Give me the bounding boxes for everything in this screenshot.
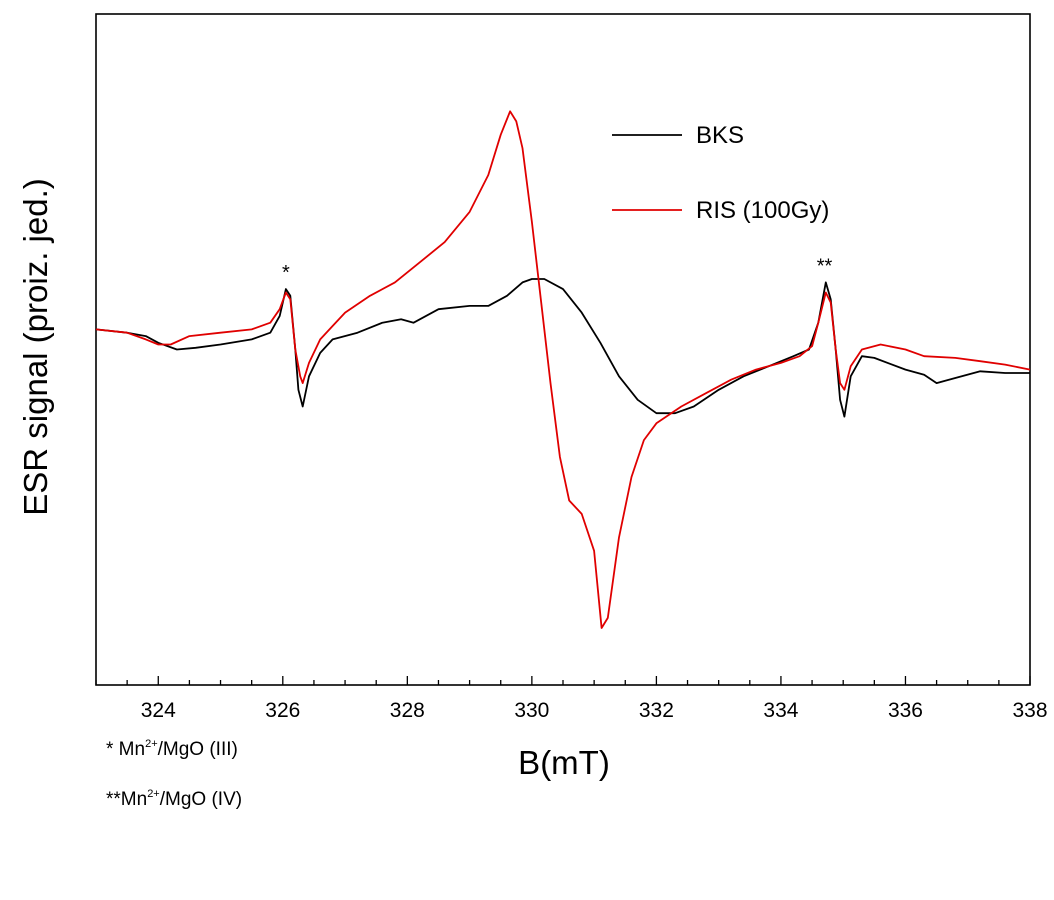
peak-annotation-1: * bbox=[282, 262, 290, 284]
plot-frame bbox=[95, 13, 1031, 686]
y-axis-label: ESR signal (proiz. jed.) bbox=[17, 178, 54, 516]
x-tick-label: 332 bbox=[639, 699, 674, 722]
footnote-mgo-iv: **Mn2+/MgO (IV) bbox=[106, 788, 242, 811]
footnote-mgo-iv-prefix: **Mn bbox=[106, 789, 148, 810]
x-tick-label: 336 bbox=[888, 699, 923, 722]
footnote-mgo-iv-suffix: /MgO (IV) bbox=[159, 789, 243, 810]
series-line-ris bbox=[95, 110, 1031, 629]
x-tick-label: 330 bbox=[514, 699, 549, 722]
footnote-mgo-iii-prefix: * Mn bbox=[106, 739, 146, 760]
legend-label-bks: BKS bbox=[696, 122, 744, 149]
x-tick-label: 334 bbox=[763, 699, 798, 722]
x-tick-label: 328 bbox=[390, 699, 425, 722]
legend-label-ris: RIS (100Gy) bbox=[696, 197, 829, 224]
x-tick-label: 338 bbox=[1012, 699, 1047, 722]
x-axis-label: B(mT) bbox=[518, 744, 610, 781]
footnote-mgo-iii: * Mn2+/MgO (III) bbox=[106, 738, 238, 761]
footnote-mgo-iii-suffix: /MgO (III) bbox=[157, 739, 238, 760]
footnote-mgo-iii-sup: 2+ bbox=[145, 738, 158, 750]
x-tick-label: 324 bbox=[141, 699, 176, 722]
footnote-mgo-iv-sup: 2+ bbox=[147, 788, 160, 800]
x-tick-label: 326 bbox=[265, 699, 300, 722]
peak-annotation-2: ** bbox=[817, 255, 833, 277]
series-line-bks bbox=[95, 278, 1030, 418]
